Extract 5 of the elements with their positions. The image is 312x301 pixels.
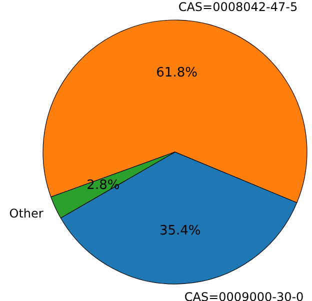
data-label: 61.8%	[156, 65, 198, 80]
slice-label: Other	[9, 206, 44, 220]
slice-label: CAS=0008042-47-5	[178, 0, 298, 14]
data-label: 35.4%	[159, 224, 201, 239]
slice-label: CAS=0009000-30-0	[184, 290, 304, 301]
